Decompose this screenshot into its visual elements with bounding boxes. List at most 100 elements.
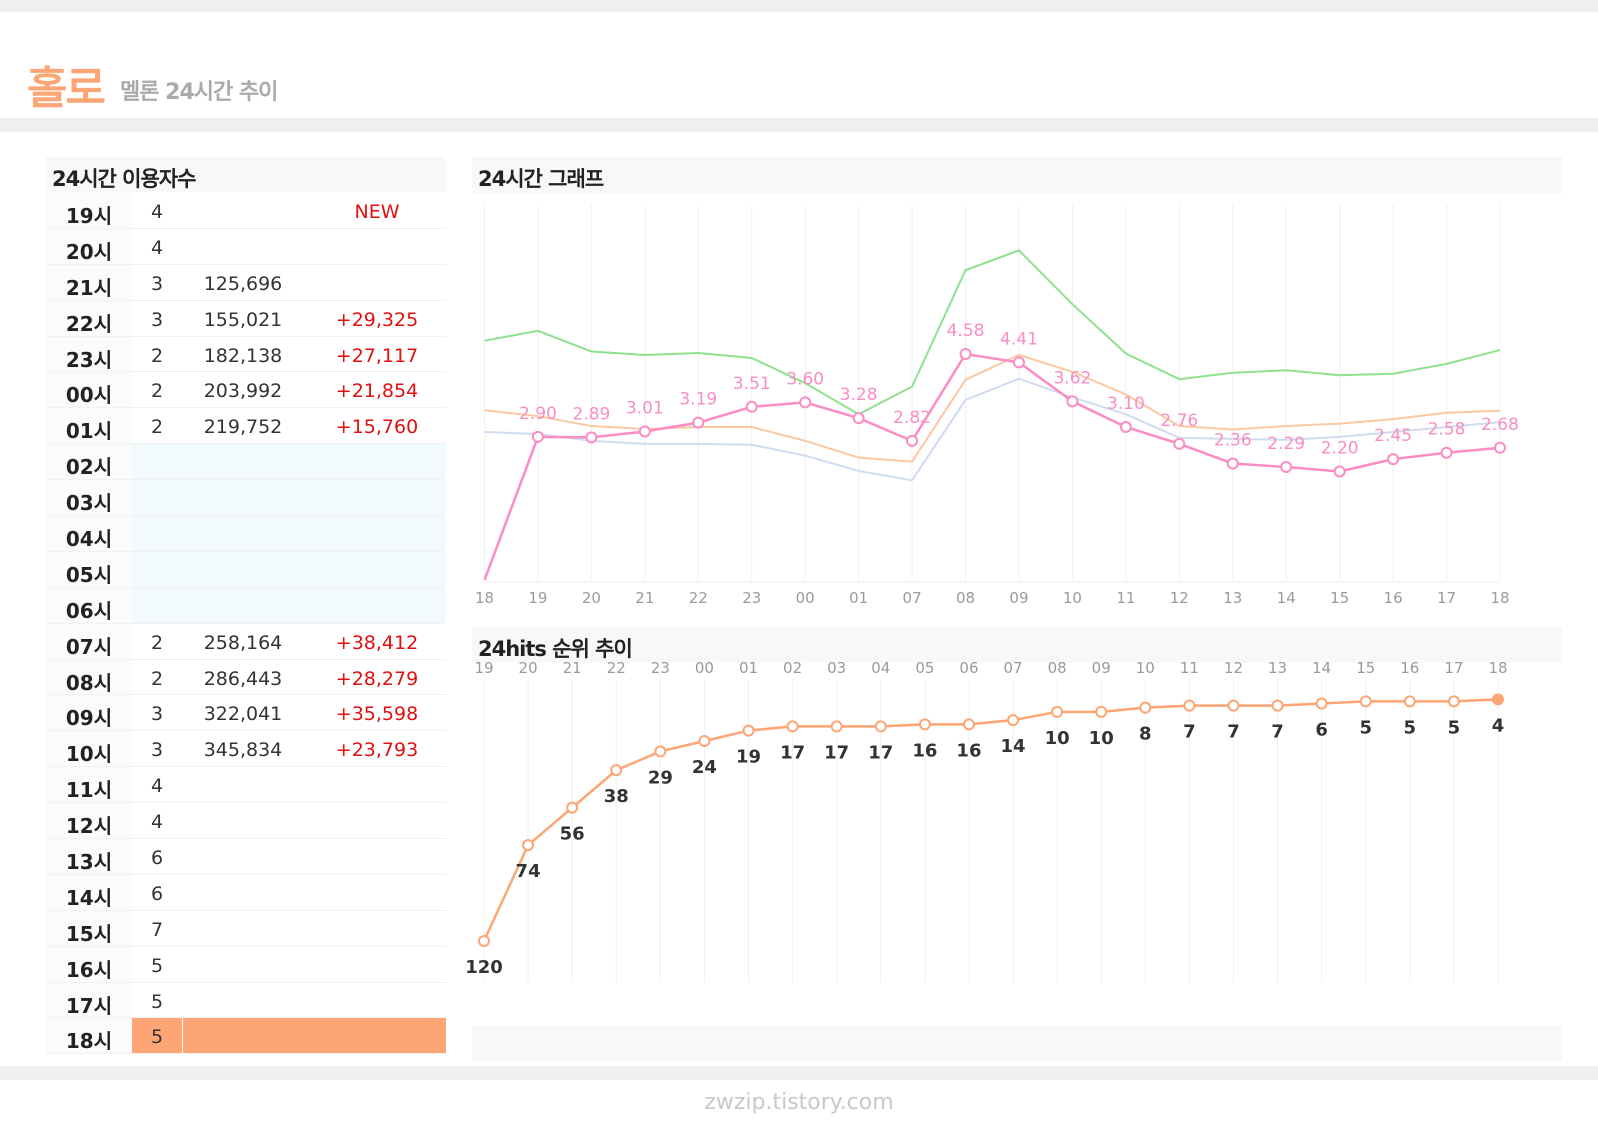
table-row: 18시 5 xyxy=(46,1018,446,1055)
hour-cell-bg xyxy=(46,731,132,767)
data-label: 2.20 xyxy=(1321,438,1359,458)
hour-label: 15시 xyxy=(65,921,113,946)
x-tick-label: 07 xyxy=(903,589,922,607)
table-row: 03시 xyxy=(46,480,446,517)
data-point xyxy=(1183,699,1196,712)
rank-value: 2 xyxy=(150,416,164,439)
hour-cell-bg xyxy=(46,372,132,408)
user-count: 219,752 xyxy=(203,416,283,439)
blank-row-fill xyxy=(132,551,446,587)
data-label: 17 xyxy=(780,742,805,763)
user-count: 203,992 xyxy=(203,380,283,403)
rank-cell: 3 xyxy=(132,695,182,730)
data-label: 16 xyxy=(956,740,981,761)
data-label: 38 xyxy=(604,786,629,807)
rank-value: 3 xyxy=(150,272,164,295)
data-label: 3.60 xyxy=(786,369,824,389)
data-label: 3.10 xyxy=(1107,394,1145,414)
rank-cell: 7 xyxy=(132,911,182,946)
graph-panel-title: 24시간 그래프 xyxy=(478,167,604,191)
hour-cell-bg xyxy=(46,839,132,874)
user-delta: +15,760 xyxy=(335,416,419,439)
x-tick-label: 12 xyxy=(1170,589,1189,607)
user-delta: +38,412 xyxy=(335,631,419,654)
data-point xyxy=(522,839,535,852)
user-count: 182,138 xyxy=(203,344,283,367)
user-count: 322,041 xyxy=(203,703,283,726)
data-label: 2.68 xyxy=(1481,415,1519,435)
data-label: 74 xyxy=(516,861,541,882)
rank-value: 2 xyxy=(150,667,164,690)
data-point xyxy=(1095,705,1108,718)
data-label: 7 xyxy=(1227,722,1240,743)
data-point xyxy=(1387,453,1400,466)
data-label: 3.28 xyxy=(840,385,878,405)
data-point xyxy=(531,430,544,443)
data-label: 4.58 xyxy=(947,321,985,341)
data-point xyxy=(610,764,623,777)
x-tick-label: 11 xyxy=(1116,589,1135,607)
data-label: 56 xyxy=(560,824,585,845)
rank-value: 2 xyxy=(150,631,164,654)
data-point xyxy=(962,718,975,731)
x-tick-label: 20 xyxy=(582,589,601,607)
user-delta: +35,598 xyxy=(335,703,419,726)
series-line-blue xyxy=(484,377,1501,482)
data-point xyxy=(874,720,887,733)
data-label: 17 xyxy=(824,742,849,763)
hour-label: 23시 xyxy=(65,347,113,372)
data-label: 2.58 xyxy=(1428,420,1466,440)
page-subtitle: 멜론 24시간 추이 xyxy=(120,80,278,105)
user-delta: +29,325 xyxy=(335,308,419,331)
table-row: 08시 2 286,443 +28,279 xyxy=(46,659,446,696)
data-point xyxy=(1271,699,1284,712)
table-row: 20시 4 xyxy=(46,228,446,265)
data-label: 2.90 xyxy=(519,404,557,424)
rank-value: 4 xyxy=(150,236,164,259)
hits-panel-title: 24hits 순위 추이 xyxy=(478,637,633,661)
table-row: 23시 2 182,138 +27,117 xyxy=(46,336,446,373)
data-label: 4 xyxy=(1492,715,1505,736)
hour-label: 19시 xyxy=(65,204,113,228)
data-point xyxy=(742,724,755,737)
data-point xyxy=(1119,421,1132,434)
x-tick-label: 14 xyxy=(1277,589,1296,607)
divider xyxy=(0,1066,1598,1080)
data-point xyxy=(1440,446,1453,459)
hour-cell-bg xyxy=(46,228,132,264)
hour-cell-bg xyxy=(46,336,132,372)
data-label: 2.45 xyxy=(1374,426,1412,446)
rank-value: 5 xyxy=(150,954,164,977)
rank-cell: 3 xyxy=(132,301,182,336)
hour-label: 01시 xyxy=(65,419,113,444)
data-label: 10 xyxy=(1089,728,1114,749)
x-tick-label: 00 xyxy=(796,589,815,607)
table-row: 13시 6 xyxy=(46,839,446,875)
hour-cell-bg xyxy=(46,767,132,803)
data-point xyxy=(1492,693,1504,706)
data-label: 5 xyxy=(1404,717,1417,738)
graph-panel-header: 24시간 그래프 xyxy=(472,157,1562,193)
table-row: 06시 xyxy=(46,587,446,624)
x-tick-label: 23 xyxy=(742,589,761,607)
table-row: 11시 4 xyxy=(46,767,446,804)
rank-value: 3 xyxy=(150,308,164,331)
x-tick-label: 19 xyxy=(528,589,547,607)
table-row: 16시 5 xyxy=(46,946,446,983)
hour-cell-bg xyxy=(46,300,132,336)
data-point xyxy=(1280,461,1293,474)
hour-cell-bg xyxy=(46,480,132,516)
data-point xyxy=(906,434,919,447)
data-point xyxy=(692,416,705,429)
data-label: 3.51 xyxy=(733,374,771,394)
blank-row-fill xyxy=(132,516,446,551)
artist-title: 홀로 xyxy=(27,63,106,114)
hour-cell-bg xyxy=(46,516,132,551)
user-count: 286,443 xyxy=(203,667,283,690)
rank-cell: 6 xyxy=(132,875,182,910)
hour-cell-bg xyxy=(46,551,132,587)
x-tick-label: 18 xyxy=(1490,589,1509,607)
data-label: 6 xyxy=(1315,720,1328,741)
rank-cell: 3 xyxy=(132,265,182,300)
hour-cell-bg xyxy=(46,587,132,623)
